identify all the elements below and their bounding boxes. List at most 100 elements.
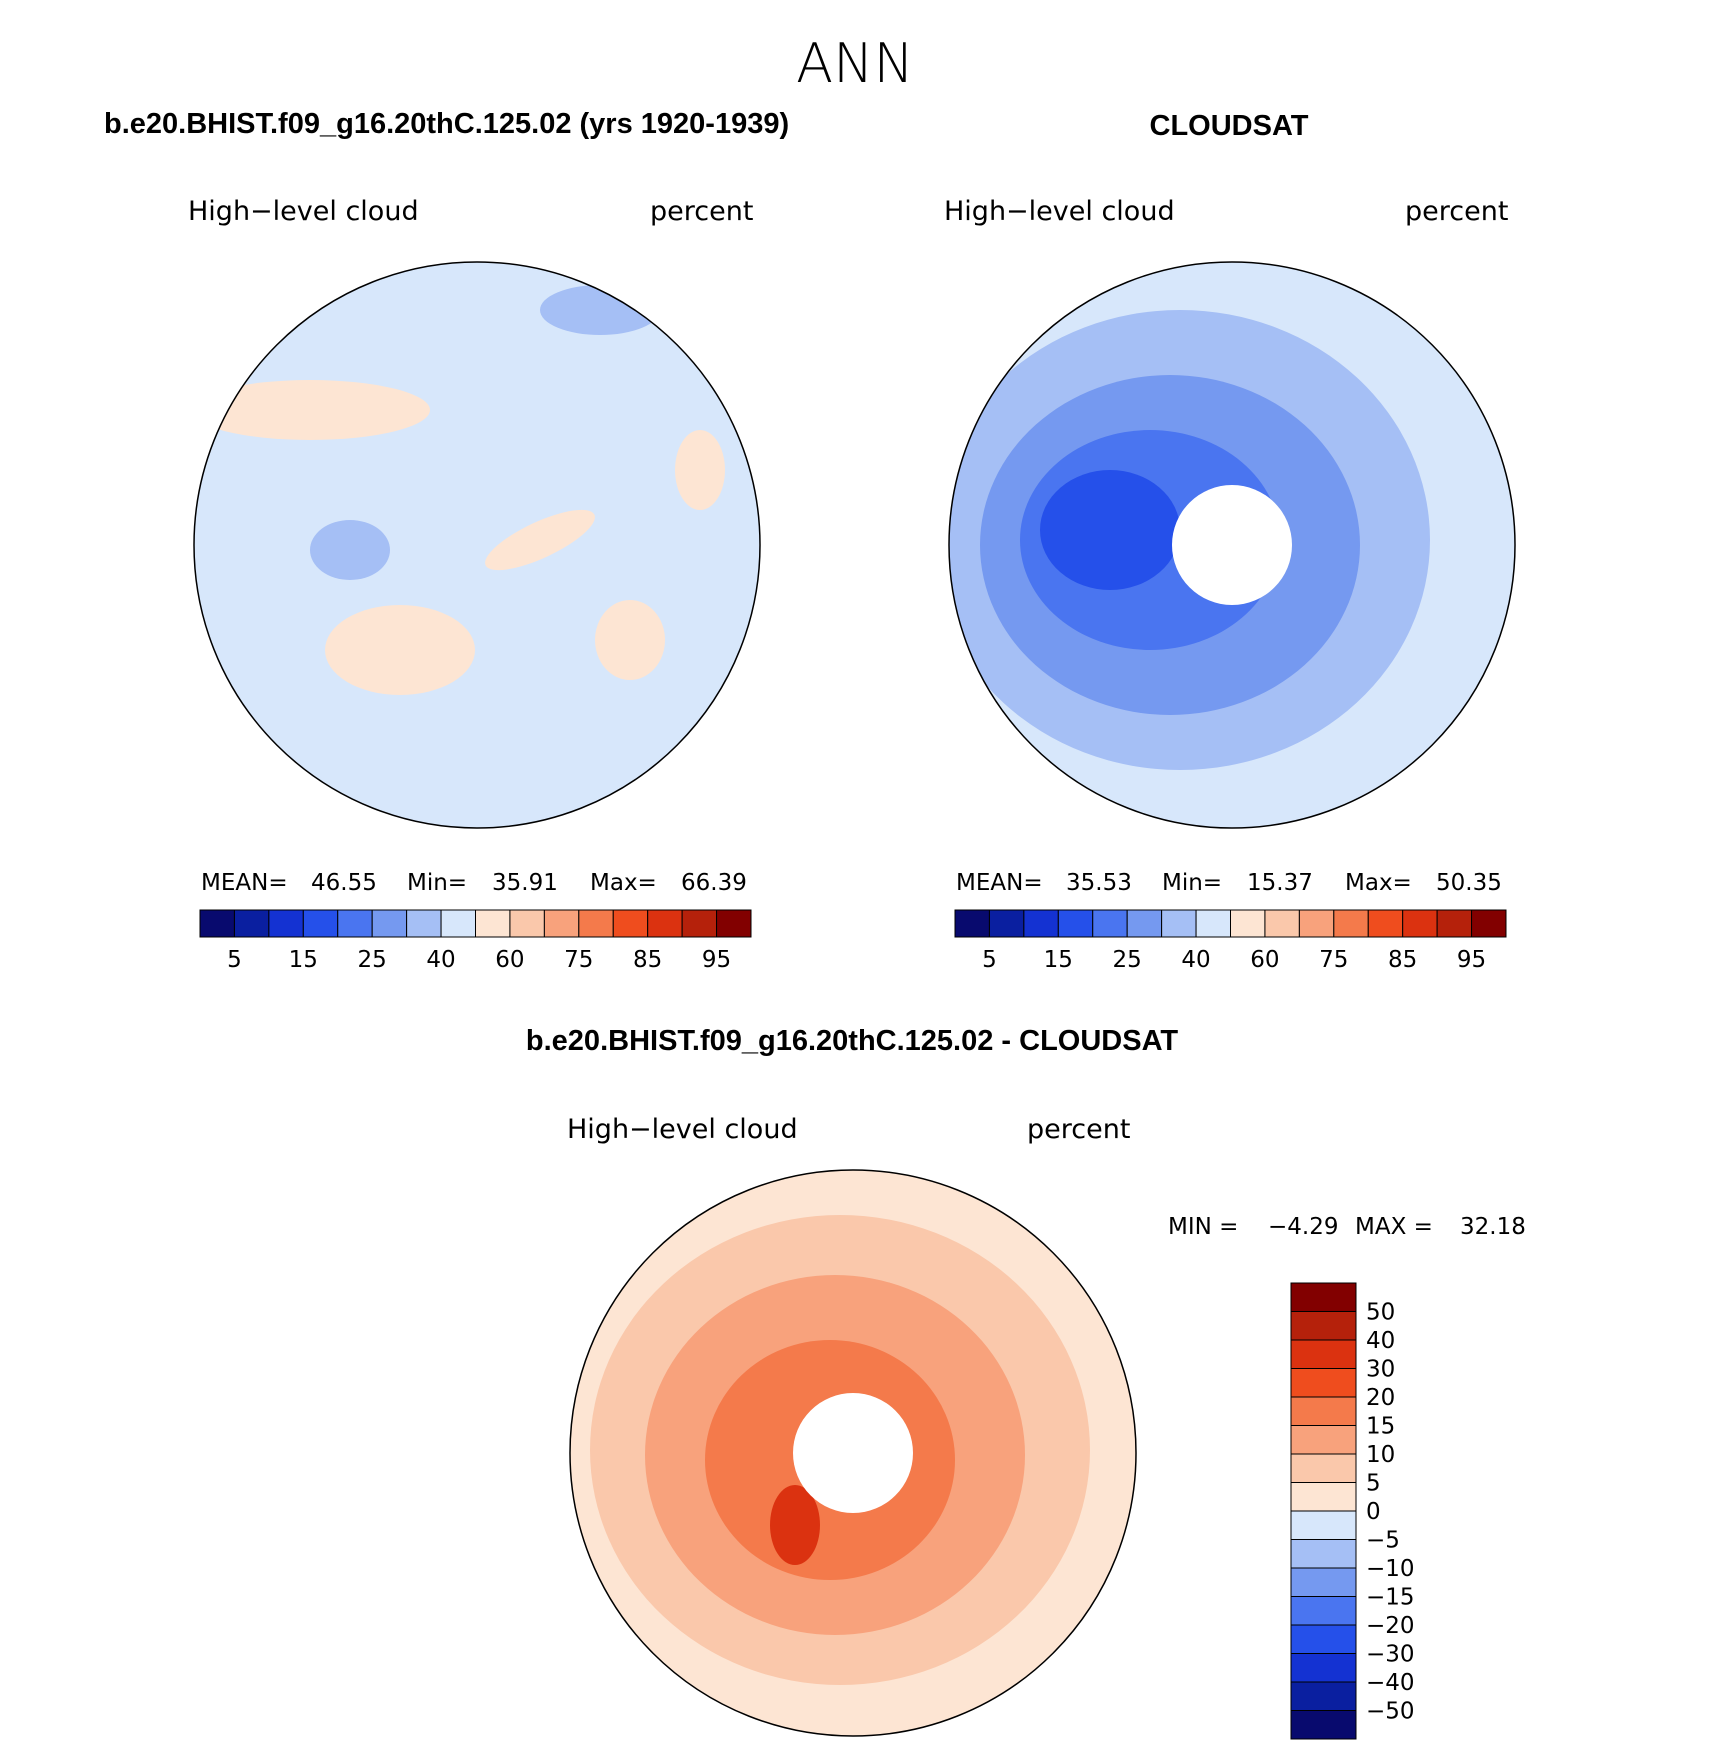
colorbar-box bbox=[1092, 909, 1128, 938]
colorbar-label: 15 bbox=[1044, 947, 1073, 973]
colorbar-label: 40 bbox=[1366, 1328, 1395, 1354]
colorbar-label: −15 bbox=[1366, 1585, 1415, 1611]
units-label: percent bbox=[1405, 196, 1508, 227]
stat-label: MAX = bbox=[1355, 1214, 1433, 1240]
colorbar-box bbox=[1290, 1453, 1357, 1483]
colorbar-box bbox=[475, 909, 511, 938]
colorbar-box bbox=[647, 909, 683, 938]
colorbar-box bbox=[1402, 909, 1438, 938]
colorbar-box bbox=[716, 909, 752, 938]
stat-value: 46.55 bbox=[311, 870, 377, 896]
colorbar-label: 25 bbox=[1113, 947, 1142, 973]
colorbar-box bbox=[1290, 1368, 1357, 1398]
colorbar-label: −50 bbox=[1366, 1699, 1415, 1725]
colorbar-box bbox=[268, 909, 304, 938]
stat-label: Max= bbox=[1345, 870, 1412, 896]
colorbar-box bbox=[1333, 909, 1369, 938]
colorbar-label: −10 bbox=[1366, 1556, 1415, 1582]
map bbox=[194, 262, 760, 828]
stat-value: 35.53 bbox=[1066, 870, 1132, 896]
colorbar-label: 95 bbox=[1457, 947, 1486, 973]
stat-value: 66.39 bbox=[681, 870, 747, 896]
colorbar-label: 50 bbox=[1366, 1300, 1395, 1326]
colorbar-box bbox=[1290, 1653, 1357, 1683]
colorbar-label: −20 bbox=[1366, 1613, 1415, 1639]
colorbar-box bbox=[1023, 909, 1059, 938]
units-label: percent bbox=[1027, 1114, 1130, 1145]
units-label: percent bbox=[650, 196, 753, 227]
colorbar-box bbox=[578, 909, 614, 938]
colorbar-box bbox=[371, 909, 408, 938]
panel-heading: CLOUDSAT bbox=[1150, 110, 1309, 142]
colorbar-label: 85 bbox=[633, 947, 662, 973]
colorbar-box bbox=[1290, 1282, 1357, 1312]
colorbar-box bbox=[1230, 909, 1266, 938]
colorbar-box bbox=[1290, 1624, 1357, 1654]
colorbar-box bbox=[199, 909, 235, 938]
colorbar-box bbox=[1471, 909, 1507, 938]
colorbar-label: 5 bbox=[982, 947, 997, 973]
colorbar-box bbox=[337, 909, 373, 938]
colorbar-box bbox=[1290, 1539, 1357, 1569]
colorbar-box bbox=[509, 909, 545, 938]
colorbar-box bbox=[233, 909, 270, 938]
colorbar-box bbox=[1264, 909, 1300, 938]
colorbar-label: 5 bbox=[1366, 1471, 1381, 1497]
colorbar-box bbox=[1290, 1510, 1357, 1540]
colorbar-box bbox=[1126, 909, 1163, 938]
colorbar-box bbox=[1436, 909, 1473, 938]
colorbar-label: −5 bbox=[1366, 1528, 1400, 1554]
colorbar-label: 75 bbox=[1319, 947, 1348, 973]
stat-value: 15.37 bbox=[1247, 870, 1313, 896]
colorbar-box bbox=[1290, 1311, 1357, 1341]
variable-label: High−level cloud bbox=[567, 1114, 798, 1145]
colorbar-label: 95 bbox=[702, 947, 731, 973]
panel-heading: b.e20.BHIST.f09_g16.20thC.125.02 - CLOUD… bbox=[526, 1025, 1178, 1057]
colorbar-box bbox=[1290, 1425, 1357, 1455]
colorbar-box bbox=[954, 909, 990, 938]
colorbar-box bbox=[1367, 909, 1404, 938]
colorbar-box bbox=[1290, 1339, 1357, 1369]
panel-heading: b.e20.BHIST.f09_g16.20thC.125.02 (yrs 19… bbox=[104, 108, 789, 140]
colorbar-label: −30 bbox=[1366, 1642, 1415, 1668]
colorbar-label: 30 bbox=[1366, 1357, 1395, 1383]
colorbar-box bbox=[1057, 909, 1094, 938]
colorbar-box bbox=[1298, 909, 1335, 938]
colorbar-box bbox=[1290, 1567, 1357, 1597]
colorbar-label: 20 bbox=[1366, 1385, 1395, 1411]
colorbar-box bbox=[612, 909, 649, 938]
colorbar-label: 0 bbox=[1366, 1499, 1381, 1525]
stat-label: MEAN= bbox=[201, 870, 288, 896]
stat-label: Min= bbox=[407, 870, 467, 896]
colorbar-box bbox=[1290, 1596, 1357, 1626]
colorbar-label: 15 bbox=[1366, 1414, 1395, 1440]
colorbar-box bbox=[543, 909, 580, 938]
colorbar-label: 5 bbox=[227, 947, 242, 973]
map bbox=[570, 1170, 1136, 1736]
colorbar-label: 60 bbox=[1250, 947, 1279, 973]
colorbar-box bbox=[988, 909, 1025, 938]
stat-label: MIN = bbox=[1168, 1214, 1238, 1240]
stat-value: 32.18 bbox=[1460, 1214, 1526, 1240]
colorbar-label: −40 bbox=[1366, 1670, 1415, 1696]
colorbar-box bbox=[440, 909, 476, 938]
colorbar-box bbox=[681, 909, 718, 938]
colorbar-label: 10 bbox=[1366, 1442, 1395, 1468]
colorbar-box bbox=[302, 909, 339, 938]
colorbar-label: 40 bbox=[426, 947, 455, 973]
variable-label: High−level cloud bbox=[944, 196, 1175, 227]
map-border bbox=[948, 261, 1516, 829]
colorbar-box bbox=[1290, 1482, 1357, 1512]
map bbox=[949, 262, 1515, 828]
colorbar-label: 15 bbox=[289, 947, 318, 973]
map-border bbox=[569, 1169, 1137, 1737]
figure-title: ANN bbox=[796, 32, 914, 95]
colorbar-box bbox=[1195, 909, 1231, 938]
stat-label: Min= bbox=[1162, 870, 1222, 896]
colorbar-box bbox=[1290, 1681, 1357, 1711]
variable-label: High−level cloud bbox=[188, 196, 419, 227]
map-border bbox=[193, 261, 761, 829]
stat-label: MEAN= bbox=[956, 870, 1043, 896]
stat-value: 50.35 bbox=[1436, 870, 1502, 896]
